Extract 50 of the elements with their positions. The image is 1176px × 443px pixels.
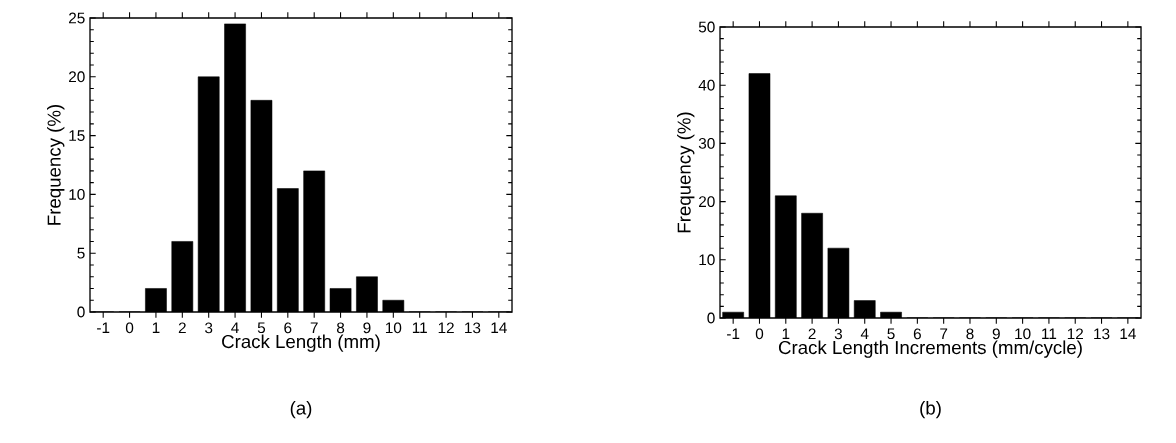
y-tick-label: 5 bbox=[77, 247, 85, 259]
x-tick-label: 3 bbox=[205, 322, 213, 334]
x-tick-label: 2 bbox=[178, 322, 186, 334]
x-tick-label: 2 bbox=[808, 328, 816, 340]
y-tick-label: 0 bbox=[707, 312, 715, 324]
x-tick-label: 12 bbox=[1067, 328, 1083, 340]
x-tick-label: 9 bbox=[363, 322, 371, 334]
y-tick-label: 15 bbox=[69, 130, 85, 141]
y-tick-label: 10 bbox=[69, 188, 85, 200]
y-tick-label: 10 bbox=[699, 254, 715, 266]
y-axis-title: Frequency (%) bbox=[677, 112, 695, 233]
x-tick-label: 4 bbox=[860, 328, 869, 339]
x-axis-title: Crack Length (mm) bbox=[222, 334, 380, 352]
x-axis-title: Crack Length Increments (mm/cycle) bbox=[778, 340, 1082, 358]
x-tick-label: 0 bbox=[125, 322, 134, 334]
x-tick-label: 8 bbox=[336, 322, 345, 334]
x-tick-label: 6 bbox=[284, 322, 292, 334]
x-tick-label: 8 bbox=[966, 328, 974, 340]
x-tick-label: 7 bbox=[310, 322, 318, 333]
x-tick-label: -1 bbox=[727, 328, 740, 339]
text: (b) bbox=[920, 400, 941, 419]
y-tick-label: 20 bbox=[699, 196, 715, 208]
y-tick-label: 0 bbox=[77, 306, 85, 318]
x-tick-label: 3 bbox=[834, 328, 842, 340]
x-tick-label: 5 bbox=[257, 322, 266, 334]
x-tick-label: 1 bbox=[152, 322, 160, 333]
x-tick-label: 7 bbox=[940, 328, 948, 339]
x-tick-label: 10 bbox=[1015, 328, 1031, 340]
x-tick-label: 14 bbox=[491, 322, 507, 333]
y-tick-label: 30 bbox=[698, 137, 715, 149]
y-tick-label: 25 bbox=[69, 12, 85, 24]
x-tick-label: 11 bbox=[1042, 328, 1057, 339]
x-tick-label: 10 bbox=[385, 322, 402, 334]
x-tick-label: 4 bbox=[231, 322, 239, 333]
x-tick-label: 12 bbox=[438, 322, 454, 334]
x-tick-label: 13 bbox=[465, 322, 481, 334]
x-tick-label: 9 bbox=[992, 328, 1000, 340]
y-tick-label: 20 bbox=[69, 71, 85, 83]
x-tick-label: -1 bbox=[97, 322, 110, 333]
x-tick-label: 13 bbox=[1094, 328, 1110, 340]
y-tick-label: 50 bbox=[698, 21, 715, 33]
x-tick-label: 11 bbox=[412, 322, 427, 333]
y-axis-title: Frequency (%) bbox=[47, 104, 65, 225]
x-tick-label: 0 bbox=[755, 328, 764, 340]
y-tick-label: 40 bbox=[698, 79, 715, 91]
x-tick-label: 5 bbox=[887, 328, 895, 340]
text: (a) bbox=[290, 400, 312, 419]
x-tick-label: 14 bbox=[1120, 328, 1136, 339]
x-tick-label: 6 bbox=[913, 328, 921, 340]
x-tick-label: 1 bbox=[782, 328, 790, 339]
